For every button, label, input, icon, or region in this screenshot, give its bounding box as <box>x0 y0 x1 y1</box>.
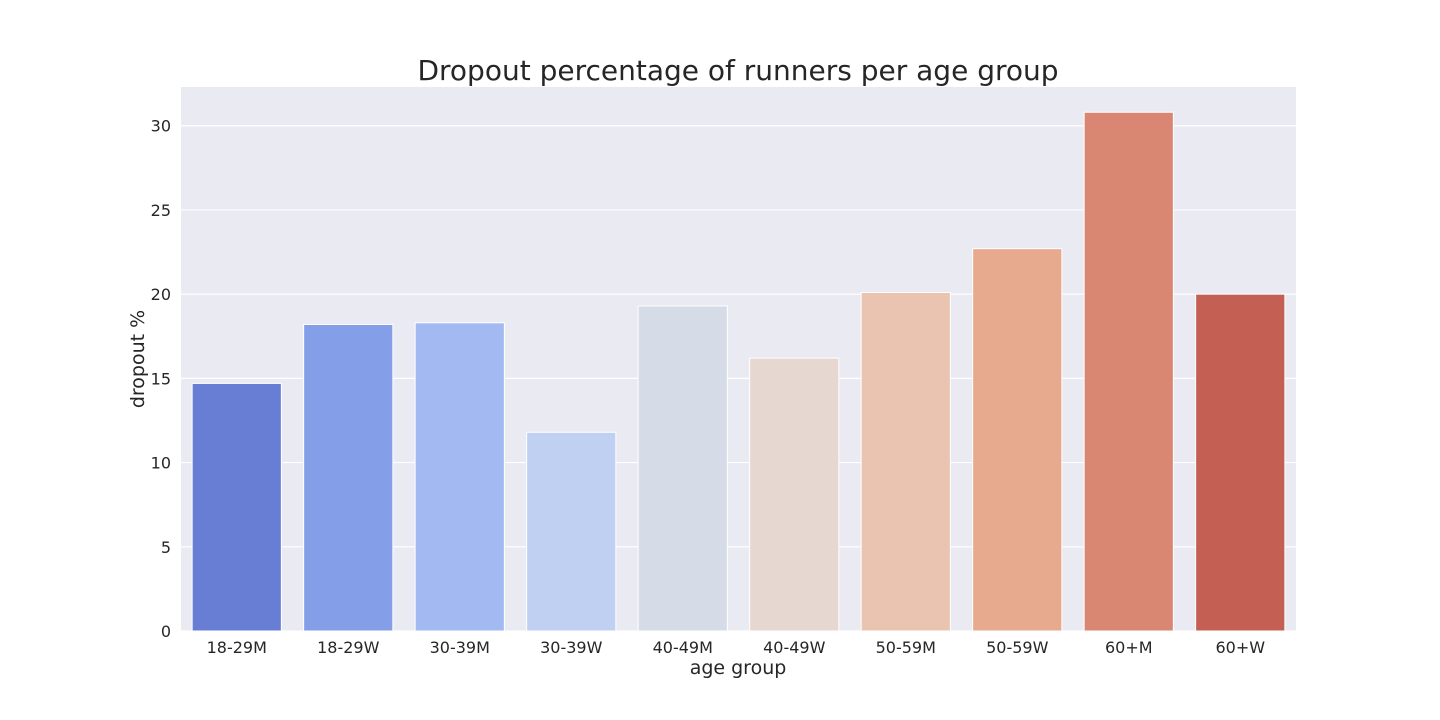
y-tick-label: 10 <box>151 454 171 473</box>
bar-18-29W <box>303 323 394 632</box>
x-tick-label: 30-39M <box>430 638 490 657</box>
x-tick-label: 40-49W <box>763 638 825 657</box>
x-tick-label: 60+W <box>1215 638 1265 657</box>
x-tick-label: 30-39W <box>540 638 602 657</box>
x-tick-label: 60+M <box>1105 638 1153 657</box>
y-tick-label: 15 <box>151 369 171 388</box>
y-axis-label: dropout % <box>127 310 149 408</box>
bar-60+W <box>1195 293 1286 632</box>
x-tick-label: 50-59M <box>876 638 936 657</box>
bar-50-59M <box>860 291 951 632</box>
y-tick-label: 20 <box>151 285 171 304</box>
bar-30-39M <box>414 322 505 632</box>
x-tick-label: 40-49M <box>653 638 713 657</box>
bar-40-49W <box>749 357 840 632</box>
bar-60+M <box>1083 111 1174 632</box>
chart-title: Dropout percentage of runners per age gr… <box>417 54 1058 87</box>
bar-50-59W <box>972 248 1063 632</box>
x-axis-label: age group <box>690 657 787 679</box>
bar-40-49M <box>637 305 728 632</box>
x-tick-label: 18-29M <box>207 638 267 657</box>
bar-30-39W <box>526 431 617 632</box>
y-axis-ticks: 0 5 10 15 20 25 30 <box>151 117 171 641</box>
y-tick-label: 0 <box>161 622 171 641</box>
y-tick-label: 5 <box>161 538 171 557</box>
y-tick-label: 30 <box>151 117 171 136</box>
bars <box>191 111 1286 632</box>
x-tick-label: 18-29W <box>317 638 379 657</box>
x-tick-label: 50-59W <box>986 638 1048 657</box>
y-tick-label: 25 <box>151 201 171 220</box>
x-axis-ticks: 18-29M 18-29W 30-39M 30-39W 40-49M 40-49W 50-5… <box>207 638 1266 657</box>
bar-18-29M <box>191 382 282 632</box>
